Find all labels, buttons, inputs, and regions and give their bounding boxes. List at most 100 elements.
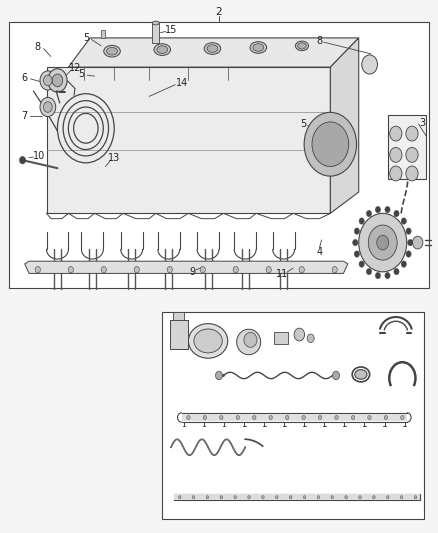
Circle shape: [48, 69, 67, 92]
Circle shape: [192, 496, 195, 499]
Circle shape: [366, 269, 371, 275]
Circle shape: [276, 496, 278, 499]
Circle shape: [203, 415, 207, 419]
Circle shape: [345, 496, 347, 499]
Circle shape: [373, 496, 375, 499]
Circle shape: [359, 213, 407, 272]
Circle shape: [406, 148, 418, 163]
Ellipse shape: [188, 324, 228, 358]
Ellipse shape: [237, 329, 261, 355]
Circle shape: [386, 496, 389, 499]
Circle shape: [290, 496, 292, 499]
Circle shape: [312, 122, 349, 166]
Circle shape: [351, 415, 355, 419]
Polygon shape: [46, 67, 330, 213]
Circle shape: [302, 415, 305, 419]
Circle shape: [248, 496, 251, 499]
Circle shape: [303, 496, 306, 499]
Ellipse shape: [295, 41, 308, 51]
Circle shape: [406, 126, 418, 141]
Circle shape: [359, 218, 364, 224]
Circle shape: [414, 496, 417, 499]
Bar: [389, 115, 426, 179]
Text: 15: 15: [165, 25, 177, 35]
Ellipse shape: [204, 43, 221, 54]
Bar: [101, 30, 106, 38]
Bar: [182, 414, 407, 421]
Circle shape: [384, 415, 388, 419]
Bar: [170, 320, 187, 349]
Bar: [274, 332, 288, 344]
Circle shape: [187, 415, 190, 419]
Text: 12: 12: [69, 63, 81, 73]
Circle shape: [266, 266, 272, 273]
Circle shape: [68, 266, 74, 273]
Circle shape: [385, 206, 390, 213]
Bar: [152, 23, 159, 43]
Circle shape: [40, 71, 56, 90]
Circle shape: [52, 74, 63, 87]
Ellipse shape: [152, 21, 159, 25]
Circle shape: [359, 261, 364, 267]
Circle shape: [219, 415, 223, 419]
Polygon shape: [330, 38, 359, 213]
Circle shape: [375, 272, 381, 279]
Circle shape: [401, 218, 406, 224]
Text: 10: 10: [33, 151, 45, 161]
Circle shape: [167, 266, 173, 273]
Circle shape: [377, 235, 389, 250]
Ellipse shape: [157, 46, 168, 53]
Text: 6: 6: [21, 73, 28, 83]
Circle shape: [390, 148, 402, 163]
Text: 9: 9: [190, 267, 196, 277]
Ellipse shape: [355, 369, 367, 379]
Circle shape: [234, 496, 237, 499]
Text: 4: 4: [316, 247, 322, 257]
Bar: [10, 22, 428, 288]
Circle shape: [406, 251, 411, 257]
Circle shape: [299, 266, 304, 273]
Circle shape: [261, 496, 264, 499]
Text: 7: 7: [21, 111, 28, 121]
Circle shape: [233, 266, 238, 273]
Circle shape: [362, 55, 378, 74]
Circle shape: [394, 211, 399, 217]
Circle shape: [40, 98, 56, 117]
Circle shape: [19, 157, 25, 164]
Text: 13: 13: [108, 152, 120, 163]
Circle shape: [331, 496, 334, 499]
Circle shape: [269, 415, 272, 419]
Circle shape: [406, 228, 411, 235]
Polygon shape: [68, 38, 359, 67]
Bar: [174, 494, 420, 500]
Circle shape: [401, 261, 406, 267]
Text: 14: 14: [176, 78, 188, 88]
Circle shape: [215, 371, 223, 379]
Circle shape: [43, 75, 52, 86]
Circle shape: [354, 228, 360, 235]
Circle shape: [368, 415, 371, 419]
Text: 11: 11: [276, 270, 289, 279]
Circle shape: [236, 415, 240, 419]
Circle shape: [400, 496, 403, 499]
Ellipse shape: [104, 45, 120, 57]
Circle shape: [43, 102, 52, 112]
Text: 8: 8: [35, 43, 41, 52]
Circle shape: [394, 269, 399, 275]
Circle shape: [368, 225, 397, 260]
Circle shape: [385, 272, 390, 279]
Circle shape: [390, 166, 402, 181]
Ellipse shape: [253, 44, 264, 51]
Circle shape: [359, 496, 361, 499]
Circle shape: [35, 266, 40, 273]
Text: 5: 5: [78, 69, 85, 79]
Circle shape: [317, 496, 320, 499]
Circle shape: [134, 266, 139, 273]
Circle shape: [401, 415, 404, 419]
Circle shape: [220, 496, 223, 499]
Text: 5: 5: [300, 119, 307, 129]
Text: 5: 5: [83, 33, 89, 43]
Text: 2: 2: [215, 7, 223, 18]
Circle shape: [294, 328, 304, 341]
Circle shape: [375, 206, 381, 213]
